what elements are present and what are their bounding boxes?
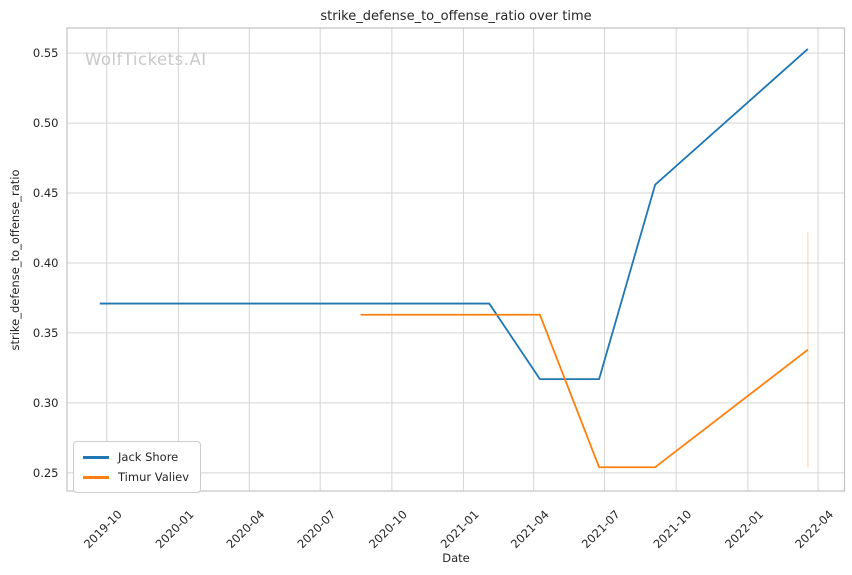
legend-label-jack-shore: Jack Shore: [118, 450, 179, 464]
legend-label-timur-valiev: Timur Valiev: [118, 470, 190, 484]
x-tick-label: 2021-10: [650, 507, 694, 551]
series-line-timur-valiev: [360, 313, 809, 469]
x-tick-label: 2019-10: [81, 507, 125, 551]
y-tick-label: 0.25: [33, 466, 59, 480]
x-tick-label: 2022-04: [792, 507, 836, 551]
x-tick-label: 2021-04: [508, 507, 552, 551]
legend-swatch-timur-valiev: [83, 475, 109, 479]
plot-border: [66, 27, 846, 492]
y-tick-label: 0.30: [33, 396, 59, 410]
x-tick-label: 2021-01: [438, 507, 482, 551]
x-tick-label: 2020-04: [224, 507, 268, 551]
y-tick-label: 0.35: [33, 326, 59, 340]
series-line-jack-shore: [99, 48, 809, 380]
x-tick-label: 2020-10: [366, 507, 410, 551]
chart-title: strike_defense_to_offense_ratio over tim…: [320, 9, 592, 24]
x-tick-label: 2020-01: [153, 507, 197, 551]
y-tick-label: 0.55: [33, 46, 59, 60]
legend: Jack Shore Timur Valiev: [73, 441, 202, 493]
x-tick-label: 2022-01: [722, 507, 766, 551]
x-tick-label: 2021-07: [579, 507, 623, 551]
x-tick-label: 2020-07: [294, 507, 338, 551]
y-tick-label: 0.40: [33, 256, 59, 270]
watermark: WolfTickets.AI: [85, 50, 207, 69]
x-axis-label: Date: [442, 551, 470, 565]
y-tick-label: 0.50: [33, 116, 59, 130]
legend-item-jack-shore: Jack Shore: [83, 447, 189, 467]
legend-swatch-jack-shore: [83, 455, 109, 459]
legend-item-timur-valiev: Timur Valiev: [83, 467, 189, 487]
y-tick-label: 0.45: [33, 186, 59, 200]
y-axis-label: strike_defense_to_offense_ratio: [8, 169, 22, 351]
